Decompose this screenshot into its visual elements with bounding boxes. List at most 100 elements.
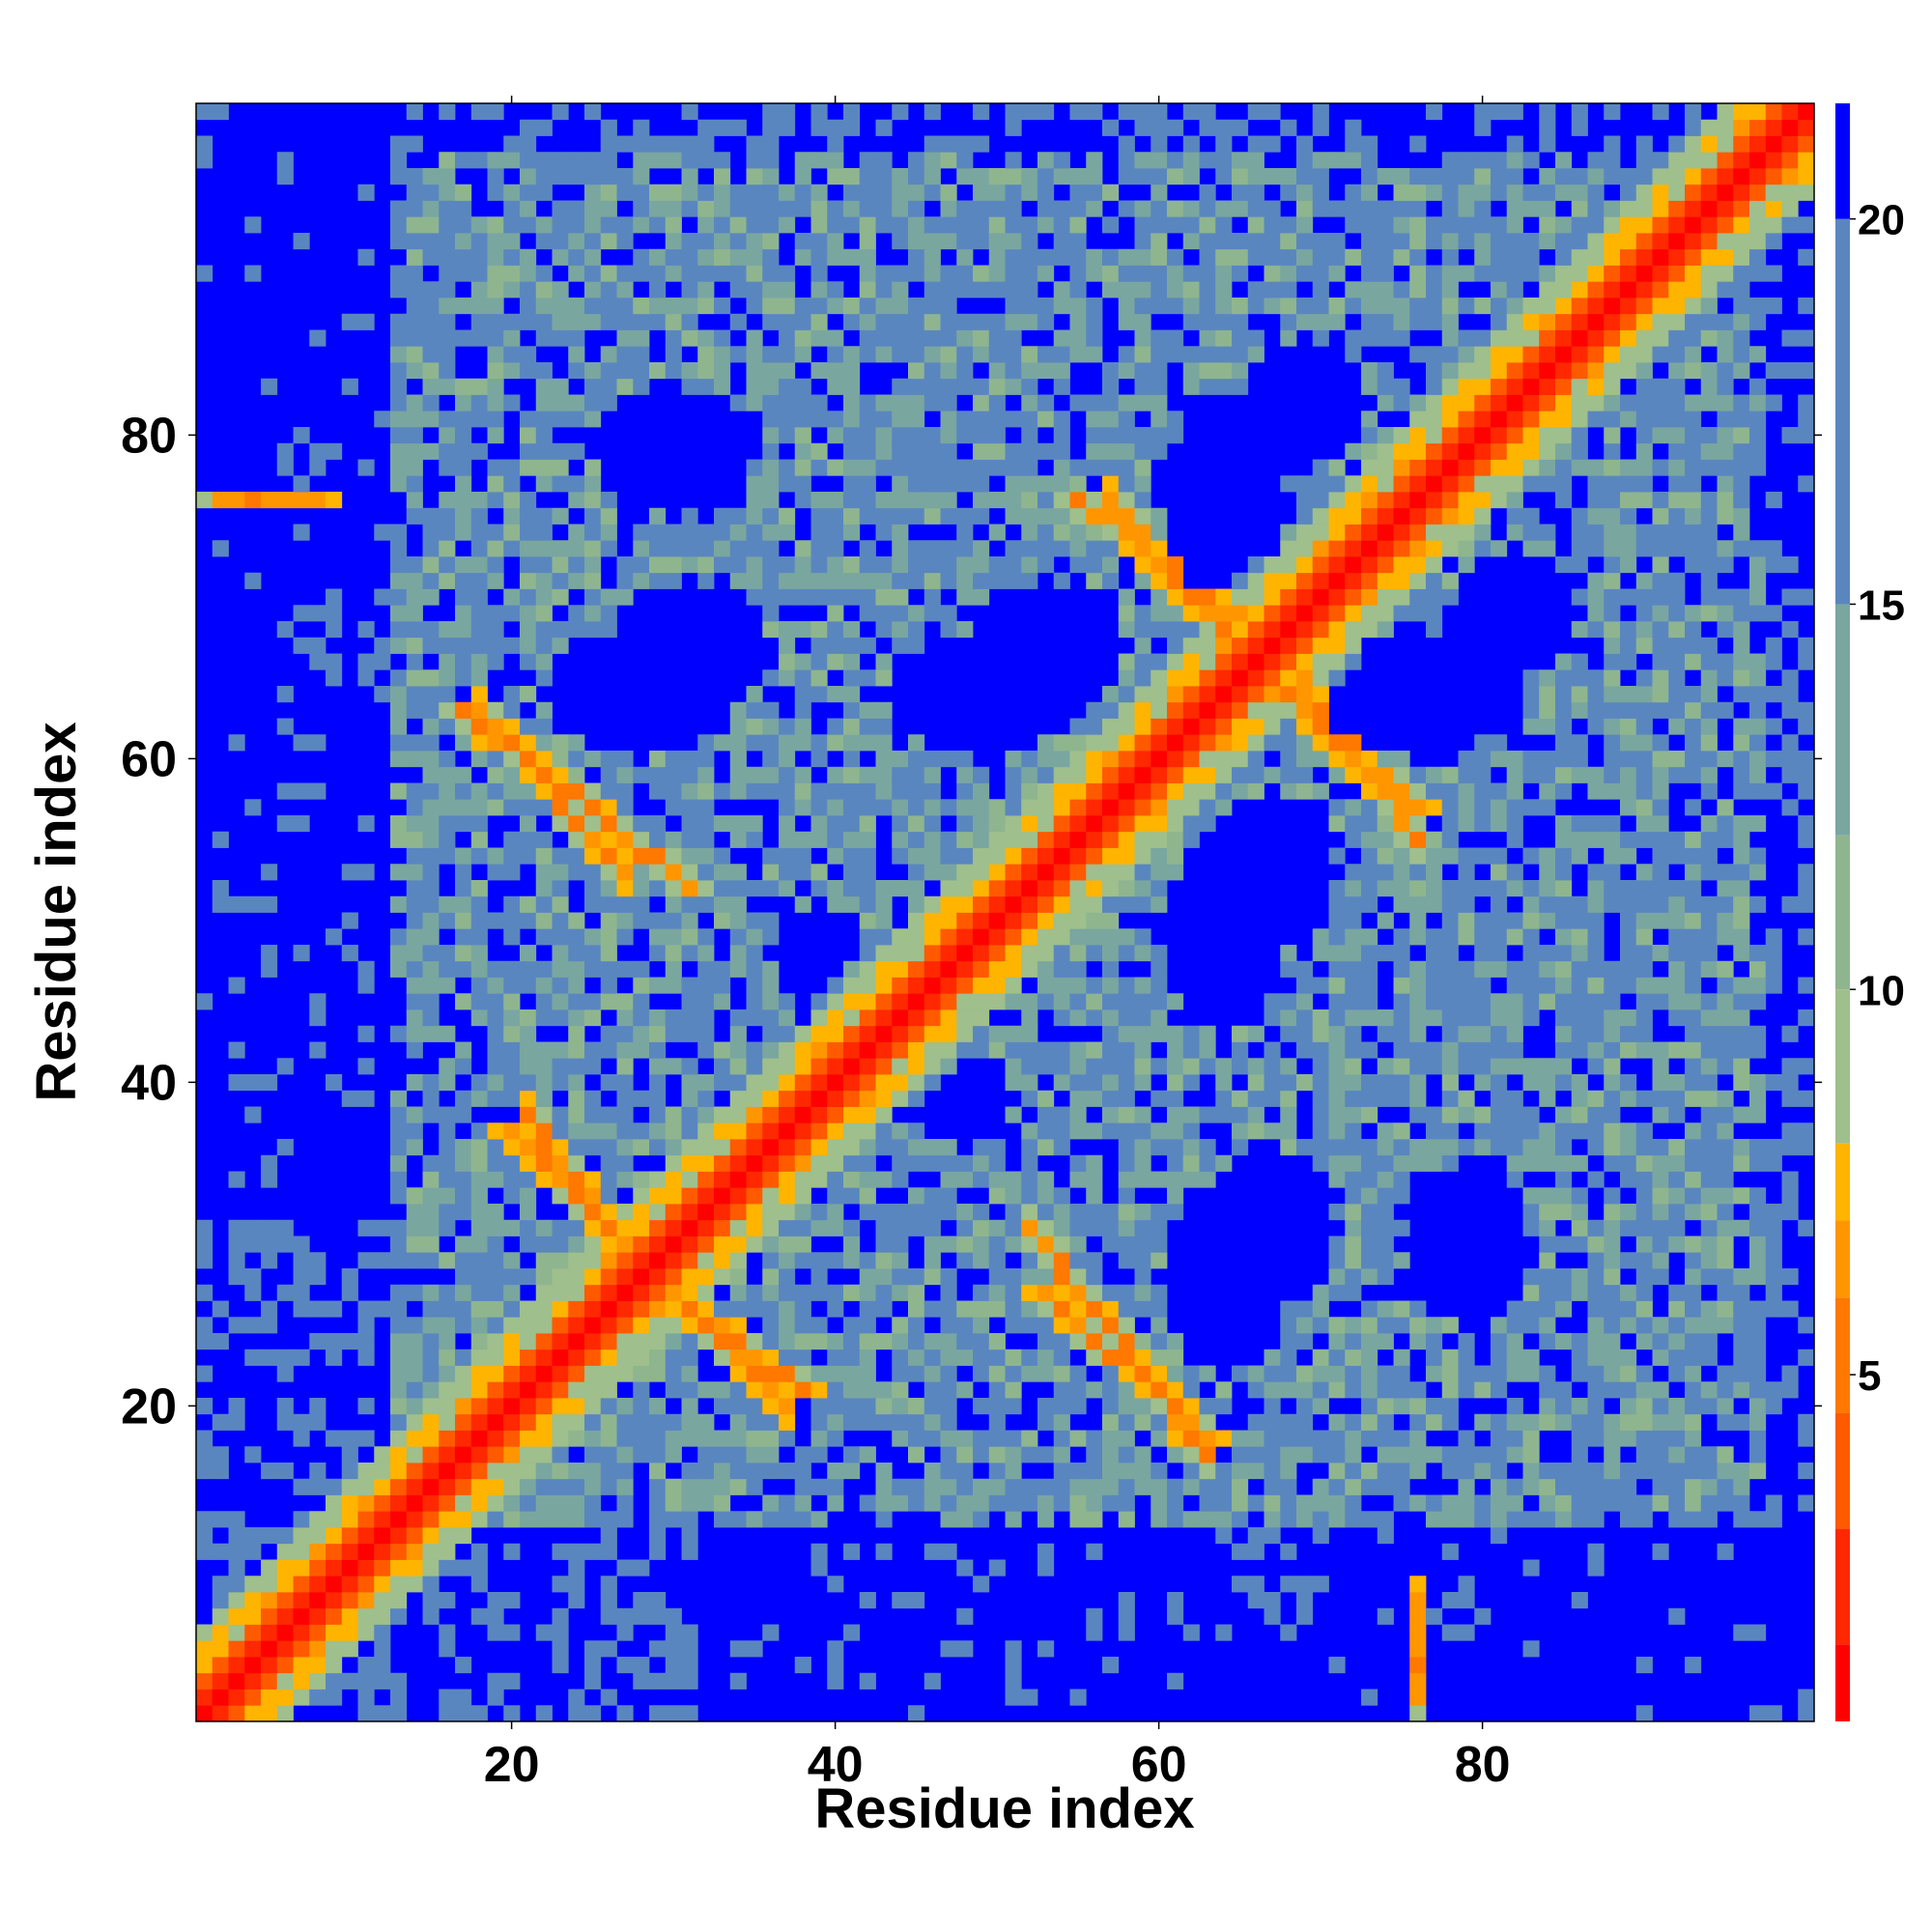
heatmap-cell [794, 152, 811, 169]
heatmap-cell [1393, 993, 1410, 1010]
heatmap-cell [1021, 880, 1038, 897]
heatmap-cell [1474, 442, 1492, 460]
heatmap-cell [455, 1106, 472, 1123]
heatmap-cell [746, 329, 763, 347]
heatmap-cell [1053, 960, 1070, 978]
heatmap-cell [293, 1527, 310, 1545]
heatmap-cell [1151, 718, 1168, 735]
heatmap-cell [1021, 556, 1038, 574]
heatmap-cell [487, 1478, 504, 1495]
heatmap-cell [406, 1511, 423, 1528]
heatmap-cell [908, 329, 925, 347]
heatmap-cell [487, 621, 504, 639]
heatmap-cell [1328, 152, 1346, 169]
heatmap-cell [520, 766, 537, 783]
heatmap-cell [470, 928, 488, 946]
heatmap-cell [357, 313, 375, 330]
heatmap-cell [923, 1333, 941, 1350]
heatmap-cell [746, 1171, 763, 1188]
heatmap-cell [940, 1204, 957, 1221]
heatmap-cell [1506, 248, 1523, 266]
heatmap-cell [1441, 1543, 1459, 1560]
heatmap-cell [1118, 265, 1135, 282]
heatmap-cell [487, 313, 504, 330]
heatmap-cell [779, 1430, 796, 1447]
heatmap-cell [1199, 782, 1216, 800]
heatmap-cell [309, 993, 327, 1010]
heatmap-cell [633, 135, 650, 153]
heatmap-cell [1377, 1009, 1394, 1027]
heatmap-cell [584, 540, 602, 557]
heatmap-cell [276, 782, 294, 800]
heatmap-cell [892, 1171, 909, 1188]
heatmap-cell [697, 766, 715, 783]
heatmap-cell [406, 1074, 423, 1092]
heatmap-cell [729, 718, 747, 735]
heatmap-cell [923, 1430, 941, 1447]
heatmap-cell [535, 993, 553, 1010]
heatmap-cell [1296, 637, 1314, 654]
heatmap-cell [1393, 200, 1410, 217]
heatmap-cell [1053, 1300, 1070, 1318]
heatmap-cell [439, 442, 456, 460]
heatmap-cell [503, 977, 521, 994]
heatmap-cell [326, 1494, 343, 1512]
heatmap-cell [1506, 442, 1523, 460]
heatmap-cell [503, 1511, 521, 1528]
heatmap-cell [535, 152, 553, 169]
heatmap-cell [810, 1171, 828, 1188]
heatmap-cell [261, 1624, 278, 1641]
heatmap-cell [859, 572, 876, 589]
heatmap-cell [1232, 605, 1249, 622]
heatmap-cell [1118, 411, 1135, 428]
heatmap-cell [616, 1122, 634, 1140]
heatmap-cell [1053, 442, 1070, 460]
heatmap-cell [1086, 1511, 1103, 1528]
heatmap-cell [1167, 1607, 1184, 1625]
heatmap-cell [503, 216, 521, 234]
heatmap-cell [859, 734, 876, 752]
heatmap-cell [1069, 945, 1087, 962]
heatmap-cell [1037, 1398, 1055, 1415]
heatmap-cell [520, 281, 537, 298]
heatmap-cell [827, 200, 844, 217]
heatmap-cell [859, 1672, 876, 1690]
heatmap-cell [1102, 831, 1120, 848]
heatmap-cell [1215, 782, 1233, 800]
heatmap-cell [1118, 653, 1135, 670]
heatmap-cell [406, 362, 423, 380]
heatmap-cell [1118, 799, 1135, 816]
heatmap-cell [633, 766, 650, 783]
heatmap-cell [584, 200, 602, 217]
heatmap-cell [1458, 1139, 1475, 1156]
heatmap-cell [552, 281, 569, 298]
heatmap-cell [326, 928, 343, 946]
heatmap-cell [633, 1090, 650, 1107]
heatmap-cell [1377, 281, 1394, 298]
heatmap-cell [357, 1705, 375, 1722]
heatmap-cell [1280, 701, 1297, 719]
heatmap-cell [859, 1413, 876, 1431]
heatmap-cell [487, 1236, 504, 1253]
heatmap-cell [1021, 1219, 1038, 1236]
heatmap-cell [908, 1219, 925, 1236]
heatmap-cell [779, 1154, 796, 1172]
heatmap-cell [422, 912, 440, 929]
heatmap-cell [633, 831, 650, 848]
heatmap-cell [244, 1284, 262, 1301]
heatmap-cell [973, 135, 990, 153]
heatmap-cell [568, 1365, 585, 1382]
heatmap-cell [1474, 1413, 1492, 1431]
heatmap-cell [1441, 411, 1459, 428]
heatmap-cell [633, 1009, 650, 1027]
heatmap-cell [357, 1607, 375, 1625]
heatmap-cell [1361, 362, 1378, 380]
heatmap-cell [487, 1252, 504, 1269]
heatmap-cell [665, 362, 682, 380]
heatmap-cell [1053, 1204, 1070, 1221]
heatmap-cell [1458, 475, 1475, 493]
heatmap-cell [600, 1333, 617, 1350]
heatmap-cell [892, 1284, 909, 1301]
heatmap-cell [1151, 442, 1168, 460]
heatmap-cell [762, 847, 780, 865]
